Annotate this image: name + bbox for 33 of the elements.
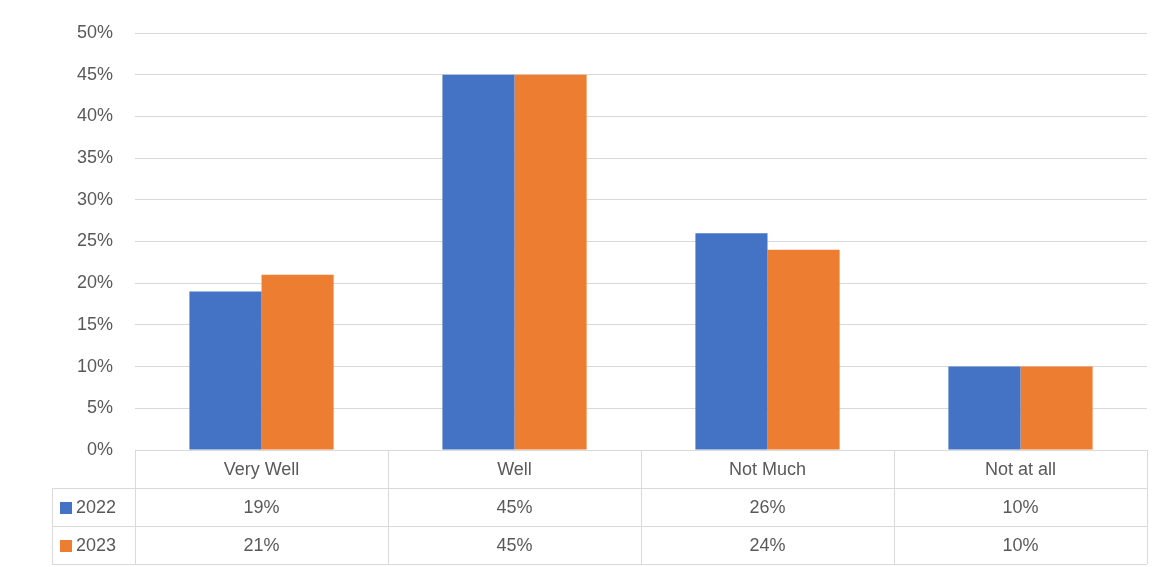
data-label: 21% — [243, 534, 280, 555]
data-label: 10% — [1002, 534, 1039, 555]
bar — [695, 233, 768, 450]
y-tick-label: 20% — [77, 272, 114, 293]
data-label: 45% — [496, 534, 533, 555]
bar — [1020, 366, 1093, 450]
x-tick-label: Very Well — [223, 458, 300, 479]
bar — [261, 274, 334, 450]
data-label: 45% — [496, 496, 533, 517]
bar — [767, 249, 840, 450]
y-tick-label: 0% — [87, 438, 114, 459]
x-tick-label: Not at all — [984, 458, 1057, 479]
bar — [442, 74, 515, 450]
bar — [514, 74, 587, 450]
data-label: 26% — [749, 496, 786, 517]
legend-label: 2022 — [76, 496, 117, 517]
bar — [189, 291, 262, 450]
x-tick-label: Well — [497, 458, 532, 479]
legend-label: 2023 — [76, 534, 117, 555]
y-tick-label: 30% — [77, 188, 114, 209]
y-tick-label: 5% — [87, 397, 114, 418]
y-tick-label: 35% — [77, 147, 114, 168]
data-label: 19% — [243, 496, 280, 517]
y-tick-label: 25% — [77, 230, 114, 251]
y-tick-label: 15% — [77, 313, 114, 334]
y-tick-label: 50% — [77, 21, 114, 42]
y-tick-label: 40% — [77, 105, 114, 126]
y-tick-label: 10% — [77, 355, 114, 376]
y-tick-label: 45% — [77, 63, 114, 84]
x-tick-label: Not Much — [728, 458, 807, 479]
data-label: 10% — [1002, 496, 1039, 517]
bar — [948, 366, 1021, 450]
data-label: 24% — [749, 534, 786, 555]
